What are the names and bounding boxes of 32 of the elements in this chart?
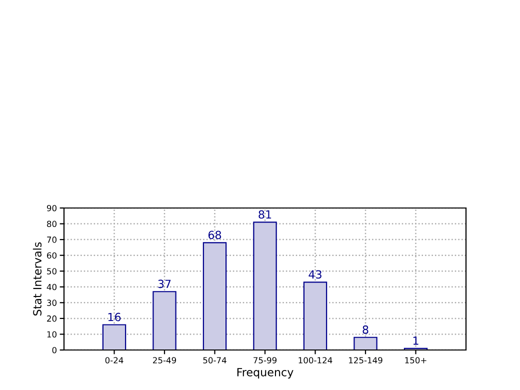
x-tick-label: 125-149	[349, 357, 382, 364]
y-tick-label: 90	[46, 204, 56, 212]
bar	[303, 282, 328, 350]
x-tick-label: 25-49	[153, 357, 176, 364]
data-label: 43	[308, 270, 322, 279]
data-label: 8	[362, 325, 368, 334]
bar	[354, 336, 378, 350]
y-axis-title: Stat Intervals	[32, 242, 42, 316]
y-tick-label: 70	[47, 236, 56, 243]
y-tick-label: 60	[47, 252, 56, 259]
data-label: 37	[158, 280, 171, 288]
y-tick-label: 10	[47, 331, 56, 338]
x-tick-label: 150+	[405, 357, 426, 364]
y-tick-label: 30	[47, 300, 56, 306]
y-tick-label: 20	[47, 315, 56, 322]
data-label: 16	[108, 312, 121, 322]
x-tick-label: 100-124	[298, 357, 332, 364]
y-tick-label: 0	[52, 346, 56, 354]
bar	[102, 324, 126, 350]
data-label: 68	[208, 230, 222, 240]
bar	[253, 222, 277, 350]
y-tick-label: 80	[47, 220, 56, 228]
x-tick-label: 75-99	[254, 357, 277, 364]
data-label: 81	[258, 210, 272, 219]
y-tick-label: 40	[46, 284, 56, 290]
data-label: 1	[413, 336, 418, 345]
x-axis-title: Frequency	[237, 368, 294, 379]
y-tick-label: 50	[47, 268, 56, 274]
x-tick-label: 0-24	[105, 357, 124, 364]
x-tick-label: 50-74	[203, 357, 226, 364]
bar	[202, 242, 227, 350]
bar	[152, 291, 176, 350]
